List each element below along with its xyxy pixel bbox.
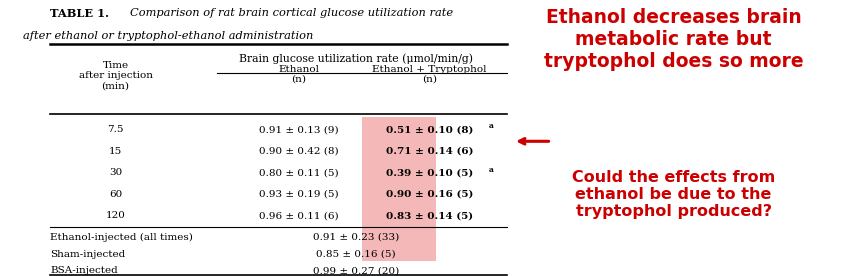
Text: Comparison of rat brain cortical glucose utilization rate: Comparison of rat brain cortical glucose… <box>130 8 453 18</box>
Text: 0.71 ± 0.14 (6): 0.71 ± 0.14 (6) <box>386 147 473 156</box>
Text: 0.91 ± 0.23 (33): 0.91 ± 0.23 (33) <box>313 233 399 242</box>
Text: Could the effects from
ethanol be due to the
tryptophol produced?: Could the effects from ethanol be due to… <box>572 169 776 219</box>
Text: 0.80 ± 0.11 (5): 0.80 ± 0.11 (5) <box>259 168 339 177</box>
Text: Sham-injected: Sham-injected <box>51 250 126 259</box>
Text: after ethanol or tryptophol-ethanol administration: after ethanol or tryptophol-ethanol admi… <box>23 31 314 41</box>
Text: 0.51 ± 0.10 (8): 0.51 ± 0.10 (8) <box>386 125 473 134</box>
Text: 0.91 ± 0.13 (9): 0.91 ± 0.13 (9) <box>259 125 339 134</box>
Text: 0.90 ± 0.16 (5): 0.90 ± 0.16 (5) <box>386 190 473 199</box>
Text: 120: 120 <box>105 211 125 220</box>
Text: 60: 60 <box>109 190 123 199</box>
Text: 0.39 ± 0.10 (5): 0.39 ± 0.10 (5) <box>386 168 473 177</box>
Text: a: a <box>488 123 494 131</box>
Text: 0.83 ± 0.14 (5): 0.83 ± 0.14 (5) <box>386 211 473 220</box>
Text: 0.90 ± 0.42 (8): 0.90 ± 0.42 (8) <box>259 147 339 156</box>
Text: TABLE 1.: TABLE 1. <box>51 8 110 19</box>
Text: a: a <box>488 166 494 174</box>
FancyBboxPatch shape <box>363 117 435 261</box>
Text: Time
after injection
(min): Time after injection (min) <box>79 60 153 90</box>
Text: 15: 15 <box>109 147 123 156</box>
Text: 7.5: 7.5 <box>107 125 123 134</box>
Text: 0.85 ± 0.16 (5): 0.85 ± 0.16 (5) <box>316 250 396 259</box>
Text: Brain glucose utilization rate (μmol/min/g): Brain glucose utilization rate (μmol/min… <box>239 54 473 64</box>
Text: 0.93 ± 0.19 (5): 0.93 ± 0.19 (5) <box>259 190 339 199</box>
Text: Ethanol
(n): Ethanol (n) <box>279 65 320 84</box>
Text: 0.99 ± 0.27 (20): 0.99 ± 0.27 (20) <box>313 266 399 275</box>
Text: Ethanol-injected (all times): Ethanol-injected (all times) <box>51 233 194 242</box>
Text: BSA-injected: BSA-injected <box>51 266 118 275</box>
Text: 0.96 ± 0.11 (6): 0.96 ± 0.11 (6) <box>259 211 339 220</box>
Text: Ethanol decreases brain
metabolic rate but
tryptophol does so more: Ethanol decreases brain metabolic rate b… <box>544 8 804 71</box>
Text: 30: 30 <box>109 168 123 177</box>
Text: Ethanol + Tryptophol
(n): Ethanol + Tryptophol (n) <box>372 65 487 84</box>
